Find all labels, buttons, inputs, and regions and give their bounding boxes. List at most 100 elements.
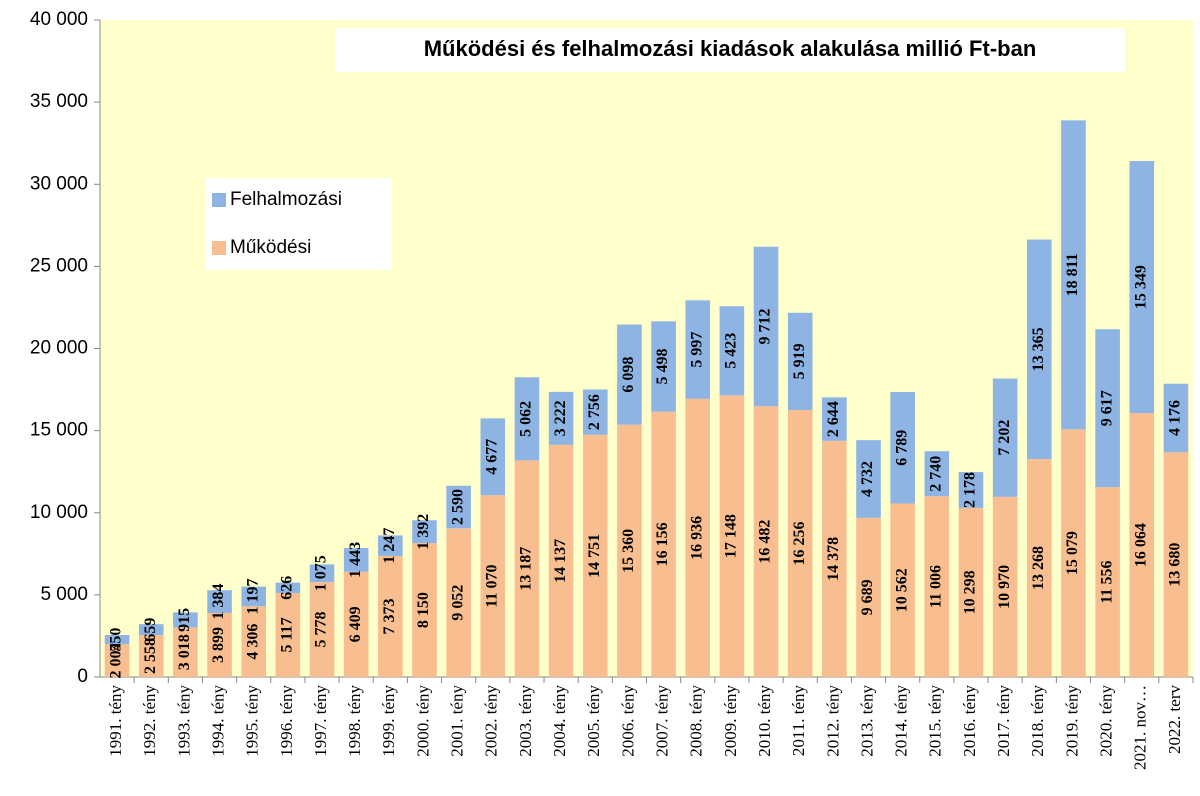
y-tick-label: 0 bbox=[77, 666, 88, 687]
bar-segment bbox=[822, 440, 847, 677]
value-label: 18 811 bbox=[1064, 253, 1081, 296]
bar-segment bbox=[412, 543, 437, 677]
bar-segment bbox=[1129, 161, 1155, 414]
bar-segment bbox=[617, 324, 642, 425]
value-label: 3 222 bbox=[552, 400, 569, 436]
x-tick-label: 1994. tény bbox=[208, 685, 227, 757]
bar-segment bbox=[890, 392, 915, 504]
bar-segment bbox=[378, 535, 403, 556]
value-label: 9 712 bbox=[757, 309, 774, 345]
bar-segment bbox=[685, 398, 711, 677]
x-tick-label: 2019. tény bbox=[1062, 685, 1081, 757]
bar-segment bbox=[685, 300, 711, 399]
value-label: 1 075 bbox=[313, 555, 330, 591]
bar-segment bbox=[275, 592, 301, 677]
bar-segment bbox=[309, 582, 335, 677]
x-tick-label: 2003. tény bbox=[516, 685, 535, 757]
bar-segment bbox=[1163, 452, 1189, 677]
bar-segment bbox=[138, 624, 164, 635]
bar-segment bbox=[412, 520, 437, 544]
value-label: 5 498 bbox=[654, 348, 671, 384]
x-tick-label: 1999. tény bbox=[379, 685, 398, 757]
value-label: 14 378 bbox=[825, 537, 842, 581]
y-tick-label: 30 000 bbox=[30, 173, 88, 194]
value-label: 15 360 bbox=[620, 529, 637, 573]
value-label: 6 409 bbox=[347, 606, 364, 642]
value-label: 2 756 bbox=[586, 394, 603, 430]
x-tick-label: 2005. tény bbox=[584, 685, 603, 757]
bar-segment bbox=[207, 612, 232, 677]
bar-segment bbox=[480, 418, 506, 496]
value-label: 16 256 bbox=[791, 521, 808, 565]
bar-segment bbox=[514, 460, 540, 677]
value-label: 2 558 bbox=[142, 638, 159, 674]
value-label: 1 392 bbox=[415, 514, 432, 550]
chart-title: Működési és felhalmozási kiadások alakul… bbox=[424, 36, 1037, 61]
value-label: 2 004 bbox=[108, 643, 125, 679]
x-tick-label: 2010. tény bbox=[755, 685, 774, 757]
value-label: 15 349 bbox=[1132, 265, 1149, 309]
value-label: 5 062 bbox=[518, 401, 535, 437]
bar-segment bbox=[582, 434, 608, 677]
x-tick-label: 2014. tény bbox=[892, 685, 911, 757]
y-tick-label: 20 000 bbox=[30, 338, 88, 359]
x-tick-label: 2013. tény bbox=[857, 685, 876, 757]
value-label: 1 443 bbox=[347, 542, 364, 578]
bar-segment bbox=[617, 424, 642, 677]
x-tick-label: 1992. tény bbox=[140, 685, 159, 757]
bar-segment bbox=[958, 472, 984, 508]
value-label: 13 187 bbox=[518, 547, 535, 591]
value-label: 1 384 bbox=[210, 584, 227, 620]
bar-segment bbox=[651, 411, 676, 677]
value-label: 6 789 bbox=[893, 430, 910, 466]
value-label: 14 137 bbox=[552, 539, 569, 583]
bar-segment bbox=[719, 395, 745, 677]
value-label: 2 740 bbox=[928, 456, 945, 492]
value-label: 13 680 bbox=[1167, 543, 1184, 587]
value-label: 626 bbox=[279, 576, 296, 600]
value-label: 2 644 bbox=[825, 401, 842, 437]
bar-segment bbox=[787, 312, 813, 410]
x-tick-label: 2004. tény bbox=[550, 685, 569, 757]
legend-swatch bbox=[212, 241, 226, 255]
bar-segment bbox=[1095, 329, 1120, 488]
legend-swatch bbox=[212, 193, 226, 207]
bar-segment bbox=[1027, 239, 1052, 460]
x-tick-label: 1997. tény bbox=[311, 685, 330, 757]
value-label: 2 178 bbox=[962, 472, 979, 508]
bar-segment bbox=[890, 503, 915, 677]
x-tick-label: 2012. tény bbox=[823, 685, 842, 757]
value-label: 16 156 bbox=[654, 522, 671, 566]
legend-label: Felhalmozási bbox=[230, 189, 342, 210]
value-label: 16 936 bbox=[688, 516, 705, 560]
value-label: 3 899 bbox=[210, 627, 227, 663]
x-tick-label: 2022. terv bbox=[1165, 685, 1184, 754]
value-label: 10 298 bbox=[962, 570, 979, 614]
x-tick-label: 1995. tény bbox=[243, 685, 262, 757]
bar-segment bbox=[753, 406, 779, 677]
bar-segment bbox=[924, 496, 950, 677]
value-label: 4 732 bbox=[859, 461, 876, 497]
bar-segment bbox=[446, 528, 471, 677]
bar-segment bbox=[719, 306, 745, 396]
value-label: 11 006 bbox=[928, 565, 945, 608]
value-label: 9 617 bbox=[1098, 390, 1115, 426]
bar-segment bbox=[207, 590, 232, 613]
value-label: 1 247 bbox=[381, 528, 398, 564]
value-label: 7 373 bbox=[381, 598, 398, 634]
bar-segment bbox=[275, 582, 301, 593]
bar-segment bbox=[1129, 413, 1155, 677]
bar-segment bbox=[138, 634, 164, 677]
bar-segment bbox=[992, 378, 1018, 497]
x-tick-label: 2016. tény bbox=[960, 685, 979, 757]
x-tick-label: 1996. tény bbox=[277, 685, 296, 757]
bar-segment bbox=[1095, 487, 1120, 677]
legend-label: Működési bbox=[230, 237, 311, 258]
x-tick-label: 2015. tény bbox=[926, 685, 945, 757]
x-tick-label: 1998. tény bbox=[345, 685, 364, 757]
x-tick-label: 2008. tény bbox=[687, 685, 706, 757]
bar-segment bbox=[856, 440, 881, 518]
bar-segment bbox=[1061, 120, 1086, 430]
